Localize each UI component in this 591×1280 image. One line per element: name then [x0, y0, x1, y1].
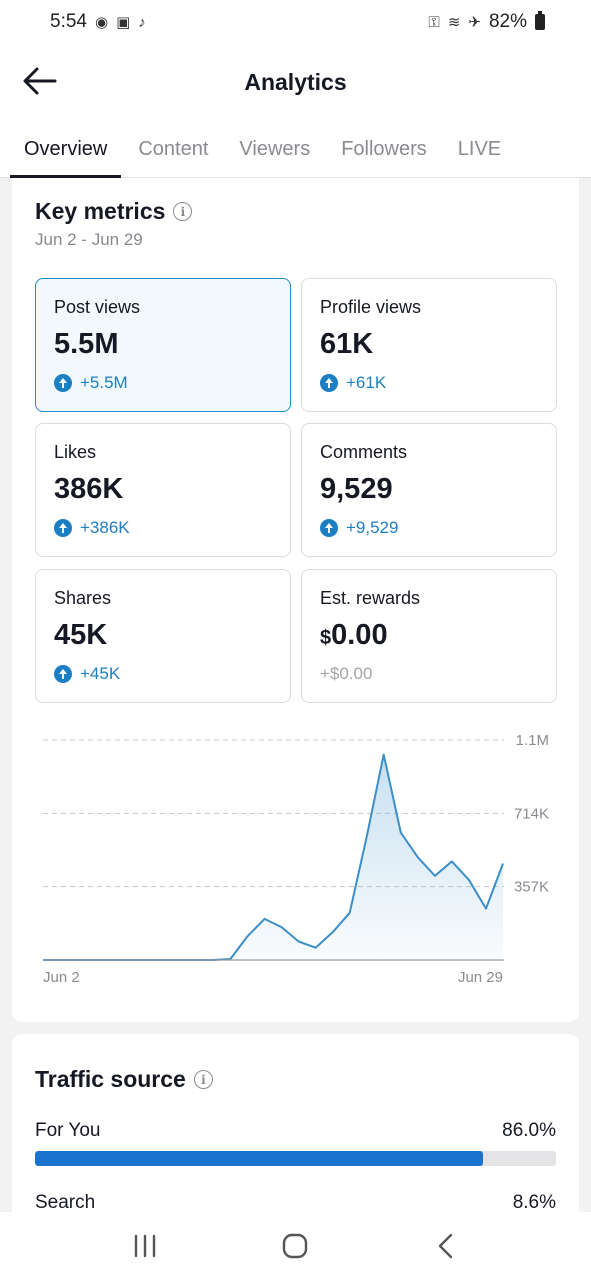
arrow-up-circle-icon: [54, 665, 72, 683]
metric-delta: +45K: [54, 664, 272, 684]
traffic-row-search: Search 8.6%: [35, 1192, 556, 1214]
metric-delta-text: +61K: [346, 373, 387, 392]
metric-label: Shares: [54, 588, 112, 608]
app-header: Analytics: [0, 44, 591, 120]
metric-delta-text: +5.5M: [80, 373, 128, 392]
metric-delta: +5.5M: [54, 373, 272, 393]
home-button[interactable]: [275, 1226, 315, 1266]
image-icon: ▣: [116, 14, 131, 31]
metric-likes[interactable]: Likes 386K +386K: [35, 423, 291, 557]
tiktok-icon: ♪: [138, 13, 146, 31]
traffic-label: For You: [35, 1120, 101, 1141]
tab-content[interactable]: Content: [138, 137, 209, 160]
metric-delta: +61K: [320, 373, 538, 393]
battery-icon: [535, 11, 545, 30]
metric-value: 61K: [320, 328, 374, 360]
recent-apps-button[interactable]: [125, 1226, 165, 1266]
arrow-up-circle-icon: [54, 519, 72, 537]
metric-value: 386K: [54, 473, 124, 505]
metric-delta: +9,529: [320, 518, 538, 538]
back-icon: [438, 1233, 453, 1259]
traffic-source-title: Traffic source i: [35, 1066, 213, 1093]
metric-post-views[interactable]: Post views 5.5M +5.5M: [35, 278, 291, 412]
metric-label: Post views: [54, 297, 141, 317]
traffic-source-title-text: Traffic source: [35, 1066, 186, 1092]
metric-delta-text: +$0.00: [320, 664, 373, 683]
currency-symbol: $: [320, 627, 332, 649]
traffic-bar-fill: [35, 1151, 484, 1166]
traffic-bar-track: [35, 1151, 556, 1166]
traffic-row-for-you: For You 86.0%: [35, 1120, 556, 1142]
traffic-source-card: Traffic source i For You 86.0% Search 8.…: [12, 1034, 579, 1234]
arrow-left-icon: [23, 67, 57, 95]
metric-delta-text: +9,529: [346, 518, 399, 537]
tab-overview[interactable]: Overview: [10, 120, 122, 178]
battery-percent: 82%: [488, 11, 527, 32]
metric-value: 9,529: [320, 473, 393, 505]
analytics-tabs: Overview Content Viewers Followers LIVE: [0, 120, 591, 178]
metric-est-rewards[interactable]: Est. rewards $0.00 +$0.00: [301, 569, 557, 703]
y-tick-label: 1.1M: [516, 732, 549, 749]
traffic-value: 8.6%: [512, 1192, 556, 1213]
chart-area-fill: [43, 754, 503, 960]
metric-label: Est. rewards: [320, 588, 421, 608]
metric-label: Comments: [320, 442, 408, 462]
metric-value: $0.00: [320, 619, 538, 652]
key-icon: ⚿: [428, 13, 440, 31]
recent-apps-icon: [134, 1234, 156, 1258]
date-range: Jun 2 - Jun 29: [35, 230, 143, 249]
status-bar-right: ⚿ ≋ ✈ 82%: [428, 11, 545, 33]
info-icon[interactable]: i: [193, 1070, 213, 1089]
metric-shares[interactable]: Shares 45K +45K: [35, 569, 291, 703]
tab-followers[interactable]: Followers: [341, 137, 427, 160]
back-button[interactable]: [22, 66, 58, 96]
metric-delta: +386K: [54, 518, 272, 538]
y-tick-label: 357K: [514, 879, 549, 896]
status-bar-left: 5:54 ◉ ▣ ♪: [50, 11, 146, 33]
traffic-value: 86.0%: [502, 1120, 556, 1141]
metric-value: 5.5M: [54, 328, 119, 360]
key-metrics-title: Key metrics i: [35, 198, 193, 225]
metric-value-number: 0.00: [331, 619, 388, 651]
metric-delta-text: +45K: [80, 664, 121, 683]
traffic-label: Search: [35, 1192, 96, 1213]
metric-profile-views[interactable]: Profile views 61K +61K: [301, 278, 557, 412]
metric-value: 45K: [54, 619, 108, 651]
tab-live[interactable]: LIVE: [457, 137, 502, 160]
nav-back-button[interactable]: [426, 1226, 466, 1266]
arrow-up-circle-icon: [54, 374, 72, 392]
info-icon[interactable]: i: [173, 202, 193, 221]
post-views-chart[interactable]: 357K 714K 1.1M Jun 2 Jun 29: [12, 718, 579, 988]
system-nav-bar: [0, 1212, 591, 1280]
x-tick-label: Jun 2: [43, 969, 80, 986]
arrow-up-circle-icon: [320, 519, 338, 537]
metric-comments[interactable]: Comments 9,529 +9,529: [301, 423, 557, 557]
arrow-up-circle-icon: [320, 374, 338, 392]
metric-delta: +$0.00: [320, 664, 538, 684]
wifi-icon: ≋: [447, 14, 461, 31]
key-metrics-card: Key metrics i Jun 2 - Jun 29 Post views …: [12, 178, 579, 1022]
home-icon: [283, 1233, 308, 1259]
tab-viewers[interactable]: Viewers: [239, 137, 311, 160]
airplane-icon: ✈: [468, 14, 481, 31]
status-time: 5:54: [50, 11, 87, 32]
metric-delta-text: +386K: [80, 518, 130, 537]
metric-label: Profile views: [320, 297, 422, 317]
x-tick-label: Jun 29: [458, 969, 503, 986]
raccoon-icon: ◉: [94, 14, 109, 31]
metric-label: Likes: [54, 442, 97, 462]
page-title: Analytics: [244, 68, 347, 95]
y-tick-label: 714K: [514, 805, 549, 822]
status-bar: 5:54 ◉ ▣ ♪ ⚿ ≋ ✈ 82%: [0, 0, 591, 44]
key-metrics-title-text: Key metrics: [35, 198, 166, 224]
